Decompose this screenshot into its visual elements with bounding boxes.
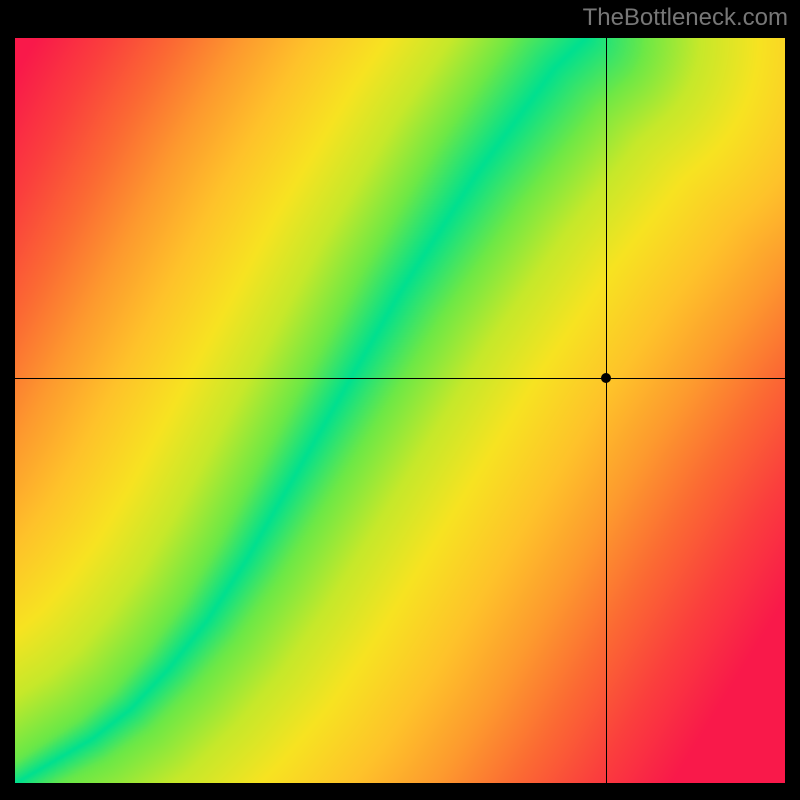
crosshair-marker-dot (601, 373, 611, 383)
crosshair-vertical-line (606, 38, 607, 783)
bottleneck-heatmap (15, 38, 785, 783)
watermark: TheBottleneck.com (583, 4, 788, 32)
crosshair-horizontal-line (15, 378, 785, 379)
